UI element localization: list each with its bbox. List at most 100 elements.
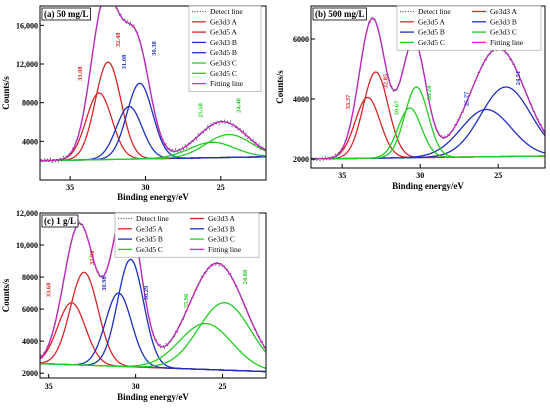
plot-frame <box>39 5 267 181</box>
legend-label: Ge3d3 B <box>208 224 235 233</box>
peak-annotation: 25.58 <box>198 102 205 117</box>
legend-label: Ge3d5 A <box>136 224 163 233</box>
legend-box <box>396 5 542 51</box>
legend-label: Fitting line <box>490 38 524 47</box>
peak-annotation: 32.96 <box>89 250 96 265</box>
panel-title-box <box>41 214 79 228</box>
series-ge3d5-b-curve <box>40 258 266 373</box>
y-tick-label: 4000 <box>22 337 38 346</box>
legend-label: Ge3d3 C <box>208 235 235 244</box>
x-tick-label: 35 <box>45 382 53 391</box>
series-ge3d5-a-curve <box>40 271 266 373</box>
panel-title: (c) 1 g/L <box>44 216 76 226</box>
detect-line-curve <box>40 6 266 164</box>
legend-label: Ge3d5 C <box>418 38 445 47</box>
series-ge3d5-c-curve <box>40 133 266 162</box>
legend-label: Ge3d5 A <box>418 17 445 26</box>
peak-annotation: 33.37 <box>345 94 352 109</box>
y-tick-label: 8000 <box>22 273 38 282</box>
legend-label: Fitting line <box>210 79 244 88</box>
legend-label: Ge3d3 A <box>210 17 237 26</box>
peak-annotation: 30.24 <box>426 85 433 100</box>
legend-label: Ge3d3 A <box>208 214 235 223</box>
x-axis-title: Binding energy/eV <box>392 181 464 191</box>
peak-annotation: 30.38 <box>151 40 158 55</box>
legend-label: Fitting line <box>208 245 242 254</box>
detect-line-curve <box>311 16 545 162</box>
series-ge3d5-c-curve <box>40 302 266 368</box>
panel-title-box <box>41 7 91 21</box>
panel-b: 35 30 25 2000 4000 6000 Binding energy/eV Count… <box>275 5 546 191</box>
legend-label: Ge3d5 B <box>210 48 237 57</box>
peak-annotation: 33.08 <box>77 66 84 81</box>
legend-label: Ge3d3 B <box>210 38 237 47</box>
x-tick-label: 30 <box>132 382 140 391</box>
x-tick-label: 30 <box>416 171 424 180</box>
fitting-line-curve <box>40 6 266 162</box>
panel-title-box <box>312 7 367 21</box>
y-tick-label: 6000 <box>22 305 38 314</box>
peak-annotation: 33.68 <box>45 282 52 297</box>
peak-annotation: 30.67 <box>393 100 400 115</box>
legend-label: Ge3d3 C <box>210 59 237 68</box>
panel-title: (a) 50 mg/L <box>44 9 89 19</box>
legend-label: Ge3d5 B <box>418 28 445 37</box>
y-tick-label: 10,000 <box>16 241 38 250</box>
y-tick-label: 16,000 <box>16 21 38 30</box>
plot-area <box>40 6 266 164</box>
peak-annotation: 31.08 <box>121 54 128 69</box>
x-tick-label: 35 <box>338 171 346 180</box>
legend-box <box>114 212 260 258</box>
legend-label: Detect line <box>210 7 243 16</box>
legend-label: Ge3d3 A <box>490 7 517 16</box>
y-axis-title: Counts/s <box>1 278 11 312</box>
peak-annotation: 25.77 <box>464 91 471 106</box>
y-tick-label: 6000 <box>293 35 309 44</box>
peak-annotation: 32.48 <box>115 32 122 47</box>
legend-label: Detect line <box>418 7 451 16</box>
x-axis-title: Binding energy/eV <box>117 392 189 402</box>
legend-label: Ge3d3 C <box>490 28 517 37</box>
x-tick-label: 25 <box>219 382 227 391</box>
legend-box <box>188 5 262 92</box>
y-axis-title: Counts/s <box>275 70 285 104</box>
peak-annotation: 24.88 <box>242 269 249 284</box>
y-tick-label: 4000 <box>293 95 309 104</box>
legend-label: Ge3d5 C <box>210 69 237 78</box>
peak-annotation: 24.51 <box>515 71 522 86</box>
peak-annotation: 25.96 <box>183 293 190 308</box>
series-ge3d3-b-curve <box>311 108 545 160</box>
legend-label: Ge3d3 B <box>490 17 517 26</box>
legend-label: Detect line <box>136 214 169 223</box>
panel-title: (b) 500 mg/L <box>315 9 365 19</box>
x-axis-title: Binding energy/eV <box>117 192 189 202</box>
x-tick-label: 30 <box>141 183 149 192</box>
legend-label: Ge3d5 B <box>136 235 163 244</box>
y-tick-label: 4000 <box>22 137 38 146</box>
peak-annotation: 24.48 <box>235 98 242 113</box>
legend-label: Ge3d5 C <box>136 245 163 254</box>
series-ge3d5-c-curve <box>311 86 545 160</box>
peak-annotation: 30.98 <box>101 275 108 290</box>
y-tick-label: 8000 <box>22 99 38 108</box>
peak-annotation: 30.29 <box>143 285 150 300</box>
plot-area <box>40 213 266 373</box>
x-tick-label: 25 <box>494 171 502 180</box>
y-tick-label: 2000 <box>293 155 309 164</box>
panel-c: 35 30 25 2000 4000 6000 8000 10,000 12,000 Bindin… <box>1 209 267 402</box>
y-axis-title: Counts/s <box>1 76 11 110</box>
peak-annotation: 32.85 <box>382 73 389 88</box>
y-tick-label: 2000 <box>22 369 38 378</box>
plot-area <box>311 16 545 162</box>
panel-a: 35 30 25 4000 8000 12,000 16,000 Binding energy… <box>1 5 267 202</box>
x-tick-label: 25 <box>217 183 225 192</box>
y-tick-label: 12,000 <box>16 209 38 218</box>
x-tick-label: 35 <box>66 183 74 192</box>
y-tick-label: 12,000 <box>16 60 38 69</box>
series-ge3d3-c-curve <box>40 322 266 369</box>
legend-label: Ge3d5 A <box>210 28 237 37</box>
